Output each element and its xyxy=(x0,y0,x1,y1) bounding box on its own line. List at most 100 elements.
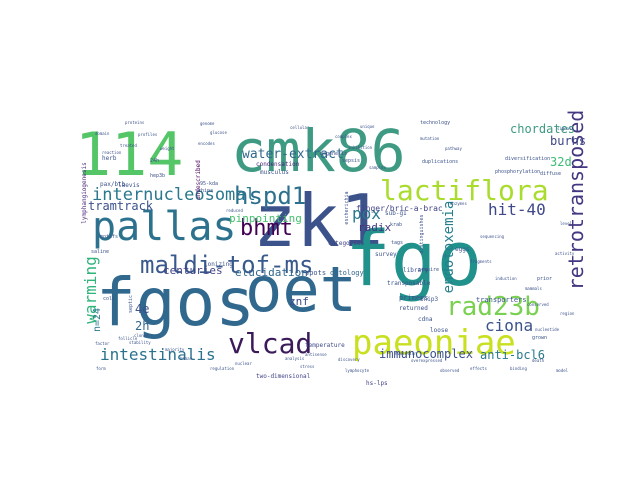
word-114: 114 xyxy=(75,120,183,190)
word-vlcad: vlcad xyxy=(228,327,312,360)
word-transposable: transposable xyxy=(387,280,431,287)
word-form: form xyxy=(96,366,106,371)
word-burns: burns xyxy=(550,134,586,148)
word-pallas: pallas xyxy=(92,204,237,250)
word-rad23b: rad23b xyxy=(446,292,540,322)
word-two-dimensional: two-dimensional xyxy=(256,373,311,380)
word-internucleosomal: internucleosomal xyxy=(92,185,256,205)
word-reaction: reaction xyxy=(102,150,122,155)
word-survey: survey xyxy=(375,251,397,258)
word-musculus: musculus xyxy=(260,169,289,176)
word-regulation: regulation xyxy=(210,366,235,371)
word-phosphorylation: phosphorylation xyxy=(495,169,540,175)
word-analysis: analysis xyxy=(285,356,305,361)
word-retrotransposed: retrotransposed xyxy=(564,110,588,291)
word-glucose: glucose xyxy=(210,130,227,135)
word-motifs: motifs xyxy=(100,234,118,240)
word-pox: pox xyxy=(352,204,381,223)
word-anti-bcl6: anti-bcl6 xyxy=(480,348,545,362)
word-fgo: fgo xyxy=(345,214,482,303)
word-enzymes: enzymes xyxy=(450,201,467,206)
word-septic: septic xyxy=(128,295,134,313)
word-weight: weight xyxy=(160,146,175,151)
word-reduced: reduced xyxy=(226,208,243,213)
word-diffuse: diffuse xyxy=(540,171,561,177)
word-inhibition: inhibition xyxy=(348,145,373,150)
word-sequencing: sequencing xyxy=(480,234,505,239)
word-hit-40: hit-40 xyxy=(488,200,546,219)
word-laevis: laevis xyxy=(118,182,140,189)
word-pathway: pathway xyxy=(445,146,462,151)
word-conserved: conserved xyxy=(527,302,549,307)
word-antisense: antisense xyxy=(305,352,327,357)
word-cmk86: cmk86 xyxy=(231,117,406,185)
word-diversification: diversification xyxy=(505,156,550,162)
word-hep3b: hep3b xyxy=(150,173,165,179)
word-32d: 32d xyxy=(550,155,572,169)
word-returned: returned xyxy=(399,305,428,312)
word-death: death xyxy=(532,358,545,363)
word-dogenesis: dogenesis xyxy=(320,151,347,157)
word-hspd1: hspd1 xyxy=(234,182,306,210)
word-stability: stability xyxy=(129,340,151,345)
word-pinpointing: pinpointing xyxy=(229,212,302,225)
word-categories: categories xyxy=(328,240,365,247)
word-model: model xyxy=(556,368,569,373)
word-herb: herb xyxy=(102,155,117,162)
word-fgos: fgos xyxy=(96,264,255,341)
word-tags: tags xyxy=(391,240,403,246)
word-sub-g1: sub-g1 xyxy=(385,210,407,217)
word-zk1: zk1 xyxy=(253,179,383,263)
word-signal: signal xyxy=(557,126,572,131)
word-domain: domain xyxy=(95,131,110,136)
word-majority: majority xyxy=(165,347,185,352)
word-mutation: mutation xyxy=(420,136,440,141)
word-znf: znf xyxy=(289,295,309,308)
word-95-kda: 95-kda xyxy=(200,181,218,187)
word-24h: 24h xyxy=(150,158,159,164)
word-bhmt: bhmt xyxy=(240,216,293,241)
word-undescribed: undescribed xyxy=(195,160,202,200)
word-coli: coli xyxy=(103,296,115,302)
word-water-extract: water-extract xyxy=(242,147,344,162)
word-acquire: acquire xyxy=(418,267,439,273)
word-observed: observed xyxy=(440,368,460,373)
word-temperature: temperature xyxy=(305,342,345,349)
word-bnip3: bnip3 xyxy=(420,296,438,303)
word-factor: factor xyxy=(95,341,110,346)
word-effects: effects xyxy=(470,366,487,371)
word-distinguishes: distinguishes xyxy=(419,214,425,253)
word-krab: krab xyxy=(390,222,402,228)
word-technology: technology xyxy=(420,120,450,126)
word-binding: binding xyxy=(510,366,527,371)
word-library: library xyxy=(403,267,429,274)
word-spots: spots xyxy=(305,269,326,277)
word-treated: treated xyxy=(120,143,137,148)
word-escherichia: escherichia xyxy=(344,191,350,224)
word-encodes: encodes xyxy=(198,141,215,146)
word-region: region xyxy=(560,311,575,316)
word-complex: complex xyxy=(335,134,352,139)
word-lactiflora: lactiflora xyxy=(380,174,549,207)
word-human: human xyxy=(180,356,193,361)
word-stress: stress xyxy=(300,364,315,369)
word-fragments: fragments xyxy=(470,259,492,264)
word-mammals: mammals xyxy=(525,286,542,291)
word-proteins: proteins xyxy=(125,120,145,125)
word-china: china xyxy=(198,188,213,194)
word-intestinalis: intestinalis xyxy=(100,345,216,364)
word-discovery: discovery xyxy=(338,357,360,362)
word-follicle: follicle xyxy=(118,336,138,341)
word-hs-lps: hs-lps xyxy=(366,380,388,387)
word-radix: radix xyxy=(358,221,391,234)
word-loose: loose xyxy=(430,327,448,334)
word-maldi-tof-ms: maldi-tof-ms xyxy=(140,251,313,279)
word-eggs: eggs xyxy=(455,246,470,253)
word-saline: saline xyxy=(91,249,109,255)
word-primers: primers xyxy=(399,294,429,302)
word-elucidation: elucidation xyxy=(235,266,308,279)
word-chordates: chordates xyxy=(510,122,575,136)
word-n-24: n=24 xyxy=(92,308,103,332)
